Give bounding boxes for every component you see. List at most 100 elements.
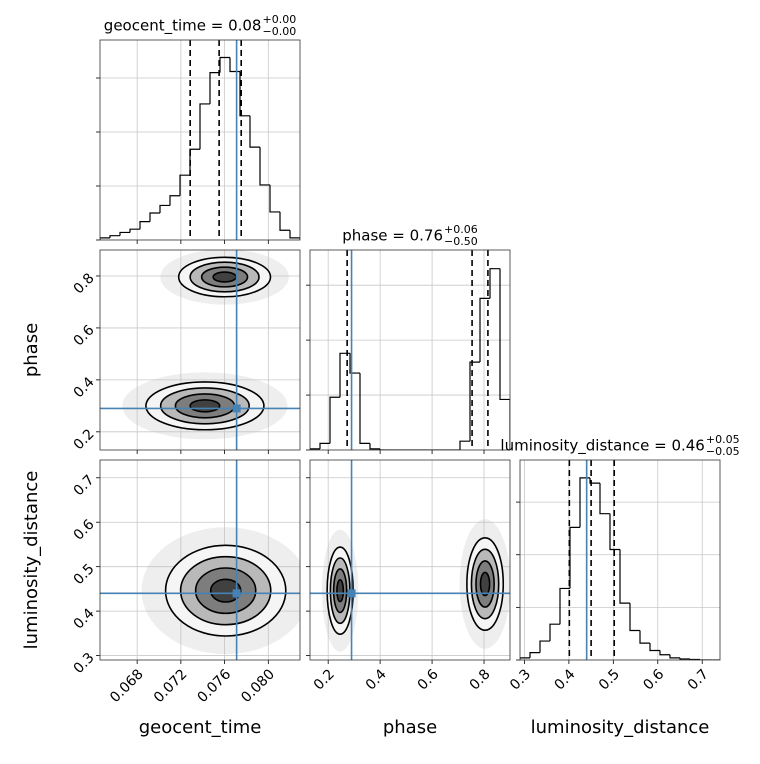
y-tick-label: 0.6 — [71, 322, 98, 349]
hist-bin — [459, 440, 470, 450]
hist-bin — [599, 483, 610, 515]
x-axis-label: luminosity_distance — [531, 717, 710, 738]
title-plus: +0.06 — [444, 223, 478, 236]
hist-bin — [100, 237, 110, 240]
panel — [520, 460, 720, 660]
hist-bin — [369, 443, 380, 450]
hist-bin — [359, 373, 370, 445]
panel-title: luminosity_distance = 0.46 — [500, 437, 704, 456]
panel-frame — [99, 39, 301, 241]
y-tick-label: 0.5 — [71, 561, 98, 588]
hist-bin — [219, 56, 230, 73]
hist-bin — [239, 71, 250, 117]
hist-bin — [549, 623, 560, 642]
title-plus: +0.00 — [262, 13, 296, 26]
x-tick-label: 0.2 — [311, 666, 338, 693]
hist-bin — [649, 643, 660, 652]
hist-bin — [349, 353, 360, 374]
x-tick-label: 0.076 — [195, 666, 235, 706]
hist-bin — [279, 211, 290, 231]
hist-bin — [169, 195, 180, 206]
y-tick-label: 0.4 — [71, 374, 98, 401]
title-minus: −0.05 — [706, 445, 740, 458]
panel-title: geocent_time = 0.08 — [104, 17, 262, 36]
hist-bin — [139, 221, 150, 230]
hist-bin — [569, 526, 580, 589]
hist-bin — [639, 630, 650, 644]
truth-point — [232, 589, 241, 598]
x-tick-label: 0.4 — [551, 666, 578, 693]
x-axis-label: phase — [383, 717, 437, 738]
title-plus: +0.05 — [706, 433, 740, 446]
hist-bin — [259, 147, 270, 186]
hist-bin — [619, 549, 630, 604]
hist-bin — [310, 448, 320, 450]
hist-bin — [529, 652, 540, 658]
x-tick-label: 0.7 — [685, 666, 712, 693]
hist-bin — [339, 352, 350, 398]
hist-bin — [539, 640, 550, 653]
panel — [100, 40, 300, 240]
hist-bin — [499, 268, 510, 450]
hist-bin — [209, 72, 220, 104]
x-axis-label: geocent_time — [139, 717, 262, 738]
hist-bin — [559, 587, 570, 625]
hist-bin — [589, 477, 600, 484]
hist-bin — [579, 477, 590, 528]
y-tick-label: 0.2 — [71, 426, 98, 453]
hist-bin — [159, 204, 170, 214]
hist-bin — [289, 230, 300, 240]
hist-bin — [669, 654, 680, 659]
panel-title: phase = 0.76 — [342, 227, 443, 245]
hist-bin — [119, 231, 130, 236]
hist-bin — [689, 658, 700, 660]
y-tick-label: 0.6 — [71, 517, 98, 544]
hist-bin — [629, 603, 640, 632]
hist-bin — [520, 657, 530, 660]
x-tick-label: 0.4 — [363, 666, 390, 693]
hist-bin — [479, 297, 490, 363]
contour — [336, 578, 345, 603]
hist-bin — [659, 650, 670, 656]
title-minus: −0.00 — [262, 25, 296, 38]
hist-bin — [329, 396, 340, 444]
hist-bin — [609, 513, 620, 551]
panel-frame — [519, 459, 721, 661]
panel-frame — [99, 249, 301, 451]
x-tick-label: 0.5 — [596, 666, 623, 693]
y-tick-label: 0.4 — [71, 605, 98, 632]
title-minus: −0.50 — [444, 235, 478, 248]
y-axis-label: luminosity_distance — [21, 471, 42, 650]
x-tick-label: 0.068 — [107, 666, 147, 706]
panel-frame — [99, 459, 301, 661]
hist-bin — [469, 361, 480, 442]
y-tick-label: 0.7 — [71, 472, 98, 499]
hist-bin — [109, 235, 120, 238]
hist-bin — [249, 115, 260, 148]
panel — [310, 250, 510, 450]
panel — [100, 250, 300, 450]
hist-bin — [269, 184, 280, 213]
hist-bin — [679, 657, 690, 660]
hist-bin — [489, 268, 500, 299]
panel-frame — [309, 249, 511, 451]
y-axis-label: phase — [21, 323, 42, 377]
hist-bin — [179, 174, 190, 196]
truth-point — [347, 589, 356, 598]
truth-point — [232, 404, 241, 413]
x-tick-label: 0.072 — [151, 666, 191, 706]
y-tick-label: 0.8 — [71, 270, 98, 297]
x-tick-label: 0.080 — [238, 666, 278, 706]
hist-bin — [189, 148, 200, 176]
hist-bin — [129, 228, 140, 233]
contour — [189, 399, 221, 413]
x-tick-label: 0.3 — [507, 666, 534, 693]
hist-bin — [229, 57, 240, 73]
y-tick-label: 0.3 — [71, 650, 98, 677]
hist-bin — [319, 442, 330, 449]
hist-bin — [379, 448, 390, 450]
contour — [212, 271, 237, 283]
x-tick-label: 0.6 — [640, 666, 667, 693]
